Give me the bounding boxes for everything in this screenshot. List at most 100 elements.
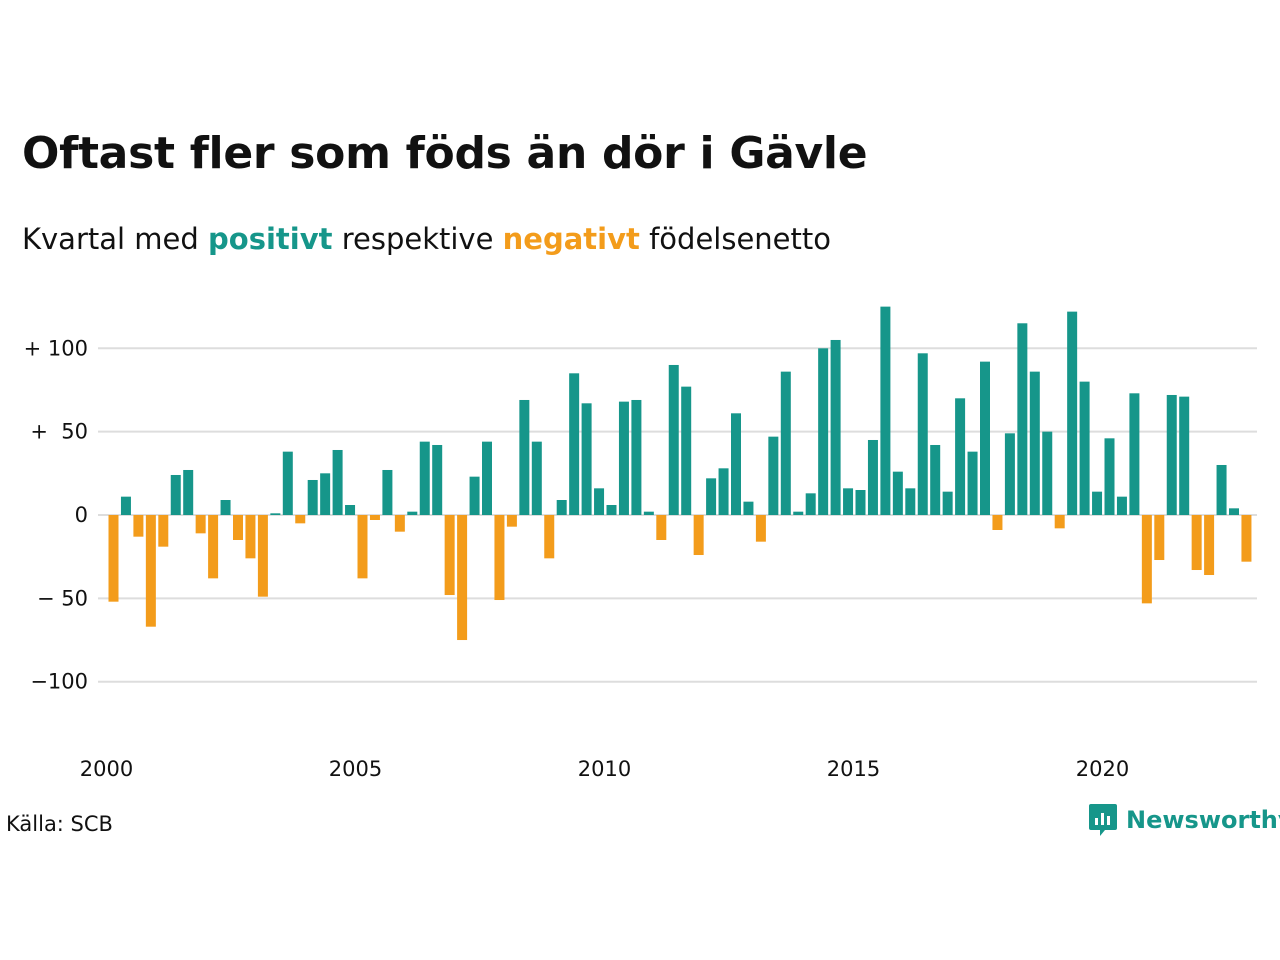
bar-2000-k4: [145, 515, 156, 627]
bar-2004-k1: [307, 479, 318, 515]
bar-2014-k3: [830, 339, 841, 515]
x-tick-label: 2020: [1076, 757, 1129, 781]
x-tick-label: 2010: [578, 757, 631, 781]
bar-2001-k2: [170, 474, 181, 515]
subtitle-positive: positivt: [208, 222, 333, 256]
bar-2006-k4: [444, 515, 455, 596]
bar-2011-k3: [681, 386, 692, 515]
bar-2009-k3: [581, 403, 592, 515]
bar-2005-k3: [382, 469, 393, 515]
x-tick-label: 2005: [329, 757, 382, 781]
subtitle-prefix: Kvartal med: [22, 222, 199, 256]
bar-2017-k3: [980, 361, 990, 515]
bar-2009-k1: [556, 500, 567, 515]
bar-2022-k3: [1229, 508, 1239, 515]
chart-subtitle: Kvartal med positivt respektive negativt…: [22, 222, 831, 256]
bar-2021-k1: [1154, 515, 1165, 561]
bar-2022-k1: [1204, 515, 1215, 576]
bar-2013-k4: [793, 511, 804, 515]
bar-2011-k4: [693, 515, 704, 556]
bar-2010-k3: [631, 399, 642, 515]
bar-2008-k4: [544, 515, 555, 559]
bar-2015-k2: [867, 439, 878, 516]
bar-2003-k1: [257, 515, 268, 597]
bar-2010-k4: [643, 511, 654, 515]
bar-2011-k2: [668, 364, 679, 515]
bar-2002-k1: [208, 515, 219, 579]
bar-2009-k2: [569, 373, 580, 515]
bar-2016-k4: [942, 491, 953, 515]
bar-2015-k4: [892, 471, 903, 515]
bar-2020-k1: [1104, 438, 1115, 515]
bar-2007-k3: [482, 441, 492, 515]
bar-2012-k2: [718, 468, 729, 515]
bar-2016-k3: [930, 444, 941, 515]
bar-2012-k1: [706, 478, 717, 515]
bar-2002-k4: [245, 515, 256, 559]
bar-2000-k3: [133, 515, 144, 537]
bar-chart: + 100 + 50 0 − 50 −100 2000 2005 2010 2015 2020: [24, 306, 1257, 781]
chart-title: Oftast fler som föds än dör i Gävle: [22, 128, 868, 179]
bar-2001-k3: [183, 469, 194, 515]
bar-2018-k4: [1042, 431, 1053, 515]
bar-2008-k3: [531, 441, 542, 515]
bar-2014-k2: [818, 348, 829, 515]
bar-2019-k1: [1054, 515, 1065, 529]
bar-2015-k3: [880, 306, 891, 516]
bar-2019-k2: [1067, 311, 1078, 515]
y-tick-label: 0: [75, 503, 88, 527]
bar-2019-k4: [1092, 491, 1103, 515]
y-tick-label: + 100: [24, 336, 88, 360]
bar-2004-k4: [345, 505, 356, 515]
bar-2006-k3: [432, 444, 443, 515]
bar-2021-k4: [1191, 515, 1202, 571]
bar-2006-k1: [407, 511, 418, 515]
bar-2014-k4: [843, 488, 854, 515]
bar-2001-k4: [195, 515, 206, 534]
y-tick-label: + 50: [30, 420, 88, 444]
bar-2017-k2: [967, 451, 978, 515]
bar-2007-k4: [494, 515, 505, 601]
subtitle-middle: respektive: [341, 222, 494, 256]
bar-2020-k4: [1141, 515, 1152, 604]
bar-2016-k2: [917, 353, 928, 515]
bar-2003-k2: [270, 513, 281, 515]
bar-2018-k3: [1029, 371, 1040, 515]
bar-2013-k3: [780, 371, 791, 515]
bar-2010-k2: [618, 401, 629, 515]
bar-2002-k3: [233, 515, 243, 540]
bar-2003-k3: [282, 451, 293, 515]
source-note: Källa: SCB: [6, 812, 113, 836]
y-tick-label: −100: [30, 670, 88, 694]
bar-2004-k2: [320, 473, 331, 515]
brand-logo: Newsworthy: [1088, 802, 1280, 838]
subtitle-suffix: födelsenetto: [649, 222, 831, 256]
bar-2022-k4: [1241, 515, 1252, 562]
bar-2008-k1: [506, 515, 517, 527]
bar-2021-k3: [1179, 396, 1190, 515]
bar-2005-k1: [357, 515, 368, 579]
bar-2006-k2: [419, 441, 430, 515]
bar-2022-k2: [1216, 464, 1227, 515]
bar-2008-k2: [519, 399, 530, 515]
bar-2016-k1: [905, 488, 916, 515]
bar-2014-k1: [805, 493, 816, 515]
bar-2004-k3: [332, 449, 343, 515]
bar-2007-k1: [457, 515, 468, 641]
bar-2012-k4: [743, 501, 754, 515]
bar-2007-k2: [469, 476, 480, 515]
brand-name: Newsworthy: [1126, 806, 1280, 834]
bar-2010-k1: [606, 505, 617, 515]
bar-2000-k2: [120, 496, 131, 515]
y-axis-labels: + 100 + 50 0 − 50 −100: [24, 336, 88, 693]
bar-2018-k2: [1017, 323, 1028, 515]
x-axis-labels: 2000 2005 2010 2015 2020: [80, 757, 1129, 781]
bar-2005-k2: [369, 515, 380, 520]
bar-2017-k4: [992, 515, 1003, 530]
bar-2013-k1: [755, 515, 766, 542]
x-tick-label: 2000: [80, 757, 133, 781]
newsworthy-logo-icon: [1089, 804, 1117, 836]
bar-2018-k1: [1004, 433, 1015, 515]
bar-2021-k2: [1166, 394, 1177, 515]
bar-2000-k1: [108, 515, 119, 602]
